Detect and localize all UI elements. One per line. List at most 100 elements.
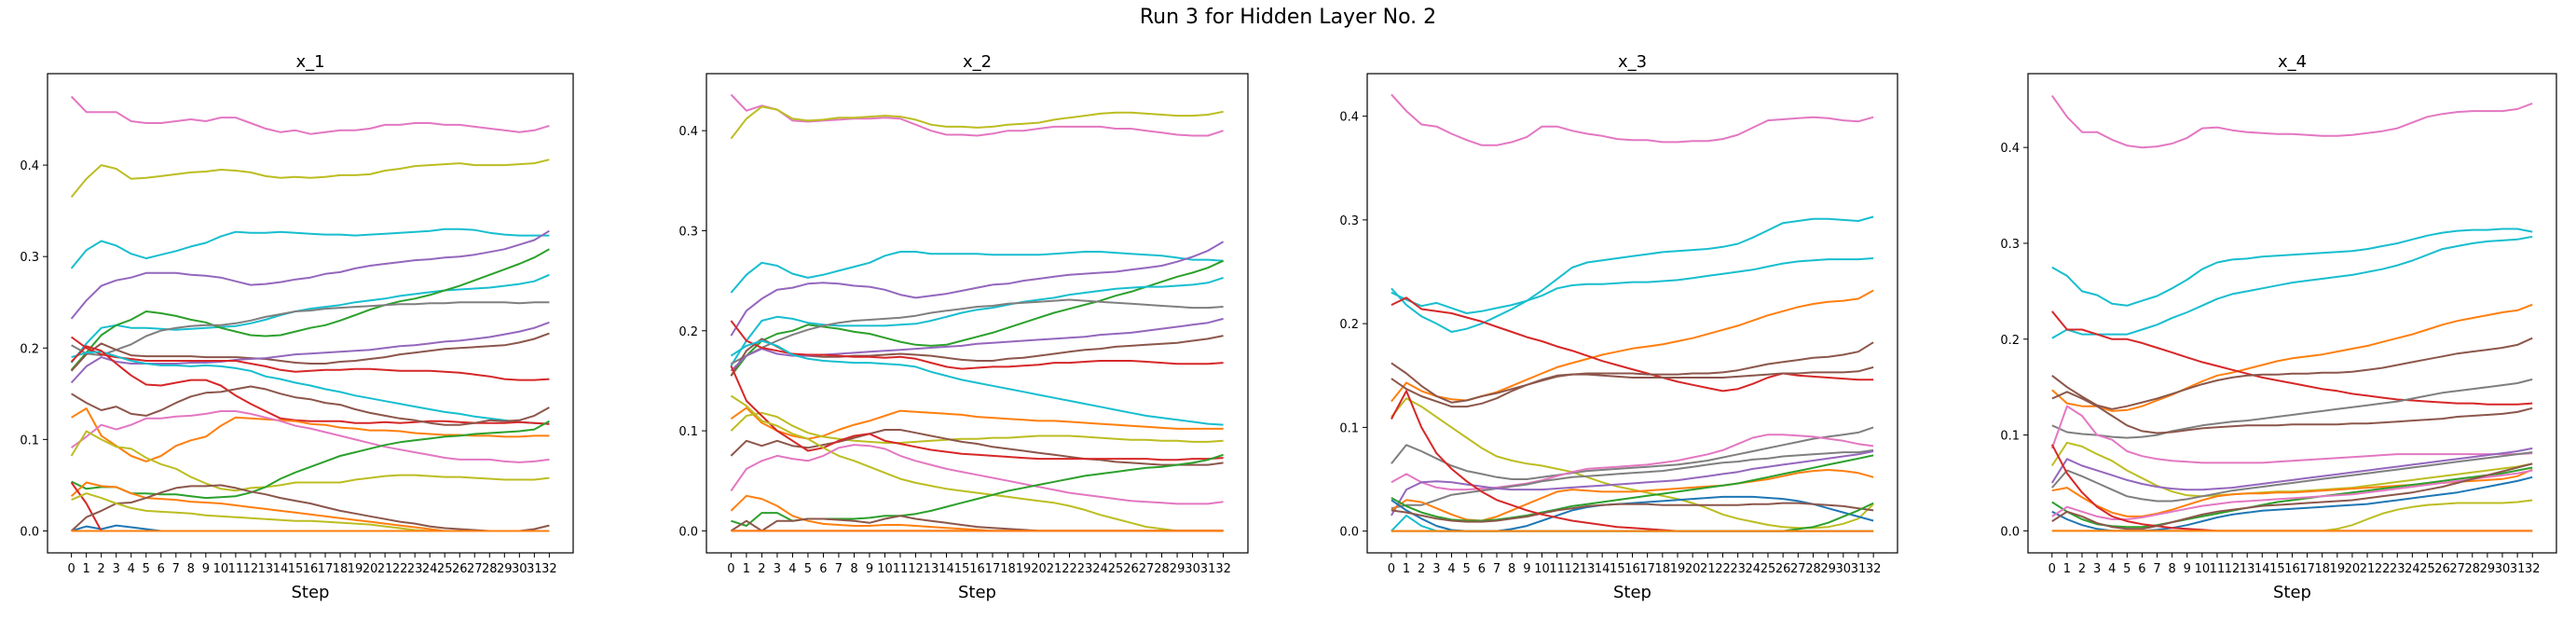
panel-2-series-19-line (730, 494, 1224, 532)
panel-3-series-16-line (1391, 502, 1874, 523)
panel-4-x-tick-label: 14 (2254, 562, 2270, 576)
panel-4-x-tick-label: 10 (2195, 562, 2211, 576)
panel-1-series-20-line (70, 481, 550, 532)
panel-3-x-tick-label: 23 (1730, 562, 1746, 576)
panel-2-x-tick-label: 31 (1200, 562, 1216, 576)
panel-1-x-tick-label: 8 (187, 562, 195, 576)
panel-4-x-tick-label: 22 (2375, 562, 2391, 576)
panel-3-x-tick-label: 22 (1715, 562, 1731, 576)
panel-1-x-tick-label: 3 (113, 562, 120, 576)
panel-2-x-tick-label: 25 (1108, 562, 1124, 576)
panel-1-series-17-line (71, 420, 550, 500)
panel-4-x-tick-label: 19 (2330, 562, 2346, 576)
panel-2-series-13-line (730, 411, 1224, 444)
panel-4-x-tick-label: 8 (2168, 562, 2175, 576)
panel-3-y-tick-label: 0.4 (1339, 111, 1359, 125)
panel-2-x-tick-label: 24 (1092, 562, 1108, 576)
panel-3-series-13-line (1391, 469, 1874, 522)
panel-4-x-axis-label: Step (2273, 583, 2311, 602)
panel-1-x-tick-label: 19 (348, 562, 363, 576)
panel-3-y-tick-label: 0.1 (1339, 421, 1359, 435)
panel-4-x-tick-label: 6 (2138, 562, 2145, 576)
panel-2-title: x_2 (963, 52, 992, 72)
panel-2-series-20-line (730, 515, 1224, 532)
panel-3-series-3-line (1391, 257, 1874, 314)
panel-3-x-tick-label: 21 (1700, 562, 1716, 576)
panel-4-x-tick-label: 30 (2495, 562, 2511, 576)
panel-1-x-axis-label: Step (292, 583, 330, 602)
panel-2-x-tick-label: 6 (819, 562, 827, 576)
panel-1-title: x_1 (295, 52, 324, 72)
panel-4-series-9-line (2051, 391, 2533, 434)
panel-3-x-tick-label: 17 (1639, 562, 1655, 576)
panel-2-x-tick-label: 16 (969, 562, 985, 576)
panel-2-x-tick-label: 27 (1139, 562, 1155, 576)
panel-3-x-tick-label: 5 (1463, 562, 1471, 576)
panel-3-x-tick-label: 28 (1805, 562, 1821, 576)
panel-4-x-tick-label: 20 (2345, 562, 2361, 576)
panel-1-series-9-line (70, 321, 550, 384)
panel-4-y-tick-label: 0.1 (2000, 430, 2020, 444)
panel-2-x-tick-label: 9 (866, 562, 873, 576)
panel-1-x-tick-label: 20 (363, 562, 378, 576)
panel-3-x-tick-label: 8 (1508, 562, 1515, 576)
panel-4-series-2-line (2051, 227, 2533, 307)
panel-3-series-19-line (1391, 502, 1874, 532)
panel-1-x-tick-label: 0 (67, 562, 75, 576)
panel-2-y-tick-label: 0.2 (678, 325, 698, 339)
panel-4-x-tick-label: 11 (2210, 562, 2226, 576)
panel-4-series-5-line (2051, 310, 2533, 406)
panel-1-x-tick-label: 17 (318, 562, 334, 576)
panel-3-x-tick-label: 16 (1624, 562, 1640, 576)
panel-2-x-tick-label: 11 (893, 562, 909, 576)
panel-4-series-17-line (2050, 444, 2533, 532)
panel-4-x-tick-label: 12 (2225, 562, 2240, 576)
panel-3-series-10-line (1391, 434, 1874, 491)
panel-4-y-tick-label: 0.4 (2000, 142, 2020, 156)
panel-2-x-tick-label: 3 (774, 562, 781, 576)
panel-3-x-tick-label: 20 (1685, 562, 1701, 576)
panel-2-series-12-line (730, 406, 1224, 440)
panel-3-x-tick-label: 26 (1775, 562, 1791, 576)
panel-4-series-11-line (2050, 447, 2533, 491)
panel-4-title: x_4 (2278, 52, 2307, 72)
panel-4-series-8-line (2050, 441, 2533, 498)
panel-1-x-tick-label: 22 (392, 562, 408, 576)
panel-1-x-tick-label: 6 (158, 562, 165, 576)
panel-3-x-tick-label: 6 (1478, 562, 1486, 576)
panel-4-series-1-line (2050, 95, 2533, 149)
panel-4-x-tick-label: 24 (2405, 562, 2420, 576)
panel-1-y-tick-label: 0.0 (20, 525, 39, 539)
panel-4-x-tick-label: 17 (2299, 562, 2315, 576)
panel-1-x-tick-label: 12 (243, 562, 259, 576)
panel-1-series-6-line (70, 248, 550, 371)
panel-1-y-tick-label: 0.2 (20, 342, 39, 356)
panel-3-series-15-line (1391, 495, 1874, 532)
panel-3-x-tick-label: 14 (1595, 562, 1610, 576)
panel-1-x-tick-label: 11 (228, 562, 244, 576)
panel-3-x-tick-label: 7 (1493, 562, 1500, 576)
panel-4-x-tick-label: 5 (2123, 562, 2131, 576)
panel-4-x-tick-label: 27 (2449, 562, 2465, 576)
panel-3-series-6-line (1391, 341, 1874, 404)
panel-4-series-7-line (2051, 378, 2533, 439)
panel-4-x-tick-label: 1 (2063, 562, 2071, 576)
panel-2-series-6-line (730, 276, 1224, 366)
panel-1-series-11-line (71, 351, 550, 425)
panel-2-x-tick-label: 20 (1031, 562, 1047, 576)
panel-1-x-tick-label: 21 (377, 562, 393, 576)
panel-3-series-5-line (1391, 296, 1874, 393)
panel-4-series-19-line (2051, 462, 2533, 530)
panel-2-series-5-line (730, 259, 1225, 377)
panel-1-series-13-line (71, 385, 550, 426)
panel-2-y-tick-label: 0.0 (678, 525, 698, 539)
panel-3-series-7-line (1391, 365, 1874, 408)
panel-2-x-tick-label: 32 (1215, 562, 1231, 576)
panel-3-x-tick-label: 3 (1432, 562, 1440, 576)
panel-1-series-10-line (71, 336, 550, 381)
panel-1-x-tick-label: 2 (98, 562, 105, 576)
panel-2-series-2-line (730, 105, 1224, 140)
panel-2-x-axis-label: Step (958, 583, 996, 602)
panel-4-x-tick-label: 29 (2480, 562, 2496, 576)
